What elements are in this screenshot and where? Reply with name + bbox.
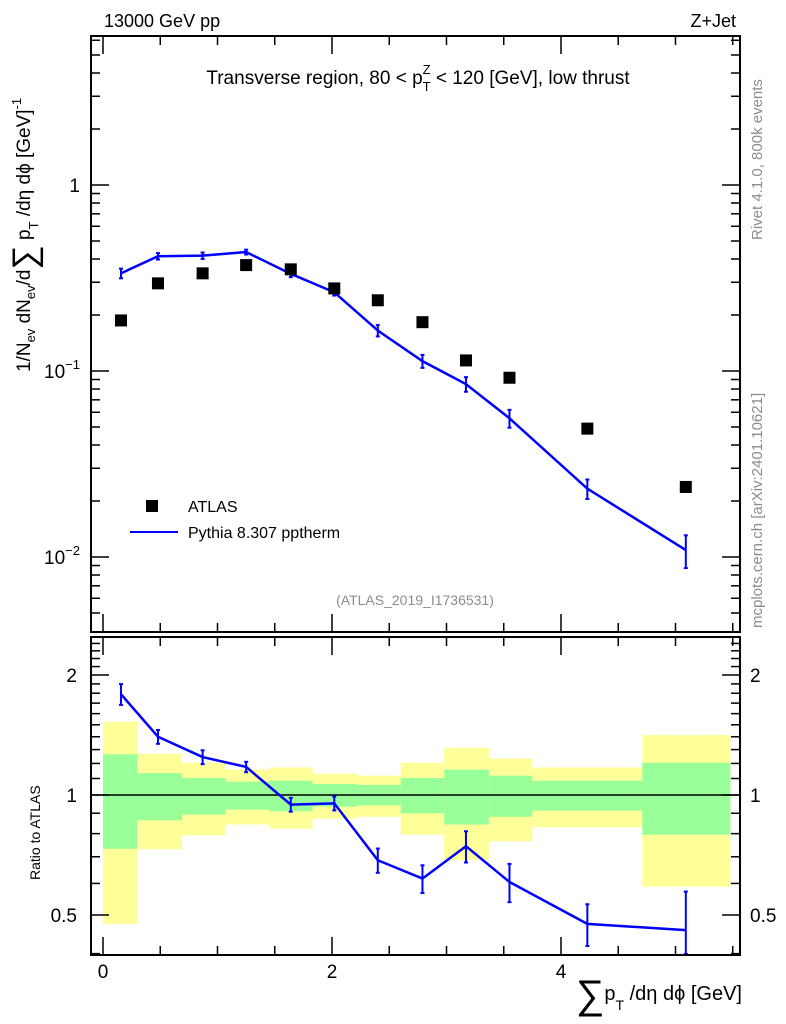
x-axis-label: ∑pT /dη dϕ [GeV]	[576, 973, 742, 1017]
atlas-point	[416, 316, 429, 329]
legend-pythia-label: Pythia 8.307 pptherm	[188, 525, 340, 542]
atlas-point	[284, 263, 297, 276]
atlas-point	[371, 294, 384, 307]
header-left: 13000 GeV pp	[104, 11, 220, 31]
band-inner	[488, 775, 533, 817]
atlas-point	[328, 282, 341, 295]
band-inner	[642, 762, 731, 835]
ratio-plot-frame	[90, 636, 741, 956]
x-tick-label: 4	[556, 962, 567, 983]
y-tick-label: 1	[69, 176, 80, 197]
mcplots-label: mcplots.cern.ch [arXiv:2401.10621]	[749, 393, 766, 628]
chart-marks	[114, 248, 692, 955]
ratio-y-tick-label-right: 1	[750, 786, 761, 807]
legend-atlas-label: ATLAS	[188, 499, 238, 516]
ratio-y-tick-label-right: 0.5	[750, 906, 776, 927]
atlas-point	[151, 277, 164, 290]
legend-atlas-marker	[146, 500, 158, 512]
y-tick-label: 10−2	[44, 543, 80, 569]
ratio-y-tick-label-left: 0.5	[51, 906, 77, 927]
band-inner	[137, 773, 183, 821]
ratio-y-tick-label-left: 1	[66, 786, 77, 807]
band-inner	[444, 769, 489, 825]
tick-labels: 1 10−1 10−2 2 2 1 1 0.5 0.5 0 2 4	[44, 176, 776, 983]
main-y-axis-label: 1/Nev dNev/d∑ pT /dη dϕ [GeV]-1	[6, 98, 44, 372]
header-right: Z+Jet	[690, 11, 736, 31]
atlas-point	[679, 480, 692, 493]
main-plot-frame	[90, 35, 741, 633]
atlas-point	[114, 314, 127, 327]
band-inner	[103, 754, 138, 849]
atlas-point	[581, 422, 594, 435]
pythia-line	[120, 250, 687, 552]
analysis-id: (ATLAS_2019_I1736531)	[336, 592, 494, 608]
atlas-point	[503, 371, 516, 384]
axis-ticks	[91, 36, 740, 955]
ratio-y-tick-label-right: 2	[750, 666, 761, 687]
x-tick-label: 0	[98, 962, 109, 983]
plot-title: Transverse region, 80 < pTZ < 120 [GeV],…	[206, 62, 630, 94]
band-inner	[182, 778, 226, 815]
ratio-line	[120, 693, 686, 932]
y-tick-label: 10−1	[44, 357, 80, 383]
ratio-y-tick-label-left: 2	[66, 666, 77, 687]
legend: ATLAS Pythia 8.307 pptherm	[130, 499, 340, 542]
atlas-point	[196, 267, 209, 280]
atlas-point	[459, 354, 472, 367]
rivet-label: Rivet 4.1.0, 800k events	[749, 79, 766, 240]
ratio-y-axis-label: Ratio to ATLAS	[27, 785, 43, 880]
x-tick-label: 2	[327, 962, 338, 983]
atlas-point	[240, 259, 253, 272]
